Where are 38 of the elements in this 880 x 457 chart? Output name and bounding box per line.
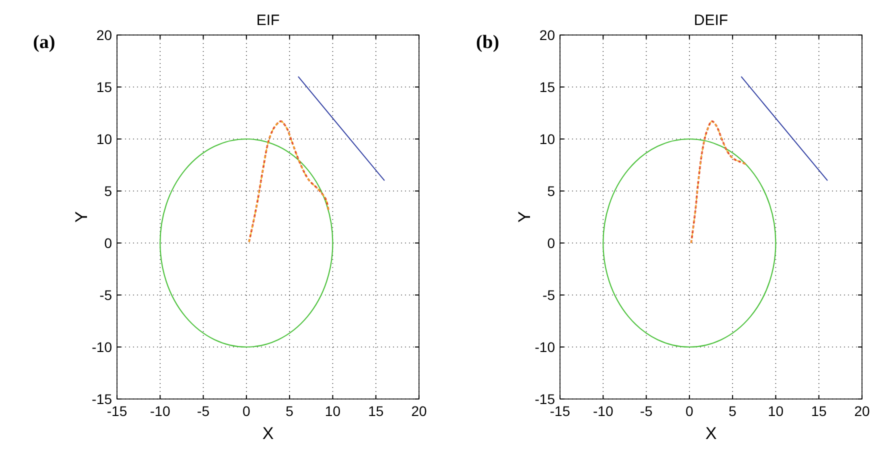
x-tick-label: 20 — [411, 403, 427, 419]
x-tick-label: -10 — [593, 403, 614, 419]
x-tick-label: 15 — [368, 403, 384, 419]
x-tick-label: 15 — [811, 403, 827, 419]
y-tick-label: 10 — [96, 131, 112, 147]
y-tick-label: 5 — [104, 183, 112, 199]
text: (a) — [33, 32, 56, 53]
chart-title: DEIF — [694, 12, 728, 29]
y-tick-label: 0 — [104, 235, 112, 251]
y-tick-label: -10 — [92, 339, 112, 355]
x-tick-label: -5 — [197, 403, 210, 419]
y-tick-label: -5 — [100, 287, 112, 303]
text: (b) — [476, 32, 500, 53]
x-axis-title: X — [705, 424, 717, 443]
y-tick-label: -10 — [534, 339, 556, 355]
y-tick-label: 10 — [539, 131, 556, 147]
x-tick-label: 5 — [286, 403, 294, 419]
y-tick-label: 0 — [547, 235, 556, 251]
y-axis-title: Y — [515, 211, 534, 223]
x-axis-title: X — [262, 424, 274, 443]
y-tick-label: 5 — [547, 183, 556, 199]
y-tick-label: 15 — [96, 79, 112, 95]
x-tick-label: 0 — [242, 403, 251, 419]
x-tick-label: 10 — [324, 403, 341, 419]
x-tick-label: -10 — [150, 403, 170, 419]
x-tick-label: 20 — [854, 403, 870, 419]
y-tick-label: -15 — [92, 391, 112, 407]
x-tick-label: 10 — [768, 403, 784, 419]
y-tick-label: -15 — [534, 391, 556, 407]
x-tick-label: 5 — [728, 403, 737, 419]
y-tick-label: -5 — [542, 287, 556, 303]
x-tick-label: 0 — [686, 403, 694, 419]
y-tick-label: 20 — [96, 27, 112, 43]
y-tick-label: 15 — [539, 79, 556, 95]
y-axis-title: Y — [72, 211, 91, 223]
x-tick-label: -5 — [640, 403, 653, 419]
y-tick-label: 20 — [539, 27, 556, 43]
chart-title: EIF — [256, 12, 280, 29]
